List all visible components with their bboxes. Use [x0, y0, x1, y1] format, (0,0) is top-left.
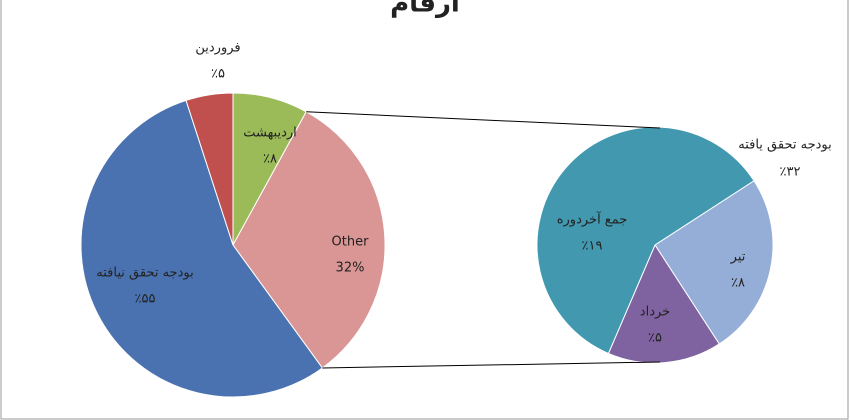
pie-slice [185, 92, 234, 246]
pie-slice [607, 243, 720, 364]
slice-label: Other [332, 235, 370, 250]
value-label: 32% [336, 261, 365, 276]
value-label: ٪۵ [211, 67, 225, 82]
pie-slice [536, 126, 755, 355]
pie-slice [80, 99, 324, 398]
slice-label: جمع آخردوره [557, 211, 628, 228]
slice-label: فروردین [195, 41, 240, 56]
pie-slice [654, 180, 774, 345]
slice-label: تیر [730, 250, 746, 265]
value-label: ٪۵۵ [135, 292, 156, 307]
annotation: بودجه تحقق یافته [738, 138, 832, 153]
slice-label: اردیبهشت [243, 126, 297, 141]
chart-title: ارقام [390, 0, 460, 19]
connector [306, 111, 661, 129]
value-label: ٪۸ [731, 276, 745, 291]
slice-label: خرداد [640, 305, 670, 320]
pie-slice [232, 111, 386, 369]
value-label: ٪۱۹ [582, 239, 603, 254]
value-label: ٪۵ [648, 331, 662, 346]
connector [322, 361, 661, 369]
annotation-value: ٪۳۲ [780, 165, 801, 180]
slice-label: بودجه تحقق نیافته [96, 266, 193, 281]
value-label: ٪۸ [263, 152, 277, 167]
